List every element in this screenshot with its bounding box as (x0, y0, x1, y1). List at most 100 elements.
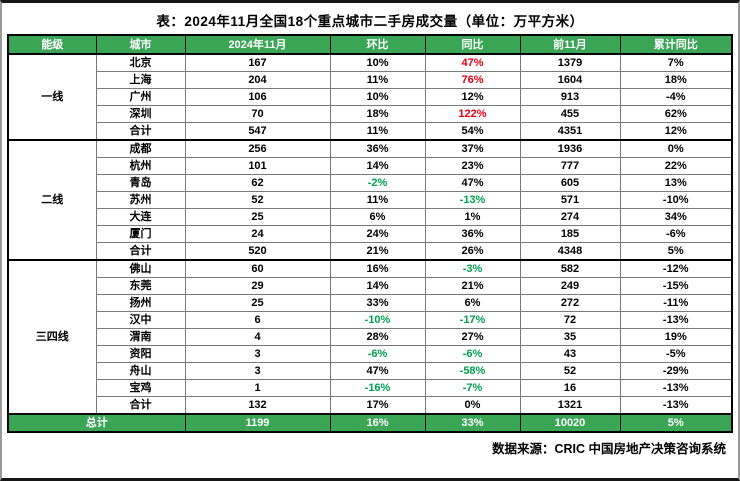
value-cell: 62 (184, 174, 331, 192)
value-cell: 122% (424, 105, 521, 123)
value-cell: 60 (184, 259, 331, 278)
column-header: 能级 (7, 34, 97, 55)
column-header: 环比 (329, 34, 426, 55)
value-cell: 571 (519, 191, 621, 209)
value-cell: 12% (619, 122, 733, 141)
value-cell: 0% (424, 396, 521, 415)
value-cell: 27% (424, 328, 521, 346)
value-cell: 52 (184, 191, 331, 209)
value-cell: 18% (329, 105, 426, 123)
value-cell: 33% (329, 294, 426, 312)
value-cell: -29% (619, 362, 733, 380)
value-cell: 1% (424, 208, 521, 226)
city-name: 扬州 (95, 294, 186, 312)
value-cell: 26% (424, 242, 521, 261)
value-cell: 272 (519, 294, 621, 312)
table-row: 三四线 佛山 60 16% -3% 582 -12% (7, 259, 733, 415)
value-cell: 62% (619, 105, 733, 123)
tier-cell: 二线 (7, 139, 97, 261)
data-source: 数据来源：CRIC 中国房地产决策咨询系统 (491, 442, 726, 456)
value-cell: 6% (329, 208, 426, 226)
table-row: 资阳 3 -6% -6% 43 -5% (8, 345, 733, 363)
city-name: 青岛 (95, 174, 186, 192)
value-cell: 204 (184, 71, 331, 89)
value-cell: -13% (619, 311, 733, 329)
group-total-row: 合计 547 11% 54% 4351 12% (8, 122, 733, 141)
city-name: 成都 (95, 139, 186, 158)
table-row: 杭州 101 14% 23% 777 22% (8, 157, 733, 175)
city-name: 宝鸡 (95, 379, 186, 397)
value-cell: 25 (184, 294, 331, 312)
grand-total-label: 总计 (7, 413, 186, 433)
value-cell: 19% (619, 328, 733, 346)
total-label: 合计 (95, 122, 186, 141)
value-cell: 1936 (519, 139, 621, 158)
value-cell: 1379 (519, 53, 621, 72)
value-cell: -2% (329, 174, 426, 192)
column-header: 2024年11月 (184, 34, 331, 55)
table-row: 广州 106 10% 12% 913 -4% (8, 88, 733, 106)
table-row: 深圳 70 18% 122% 455 62% (8, 105, 733, 123)
value-cell: 25 (184, 208, 331, 226)
data-table: 能级 城市 2024年11月 环比 同比 前11月 累计同比 一线 北京 167 10% 47% 13… (7, 34, 733, 433)
value-cell: -58% (424, 362, 521, 380)
value-cell: 5% (619, 242, 733, 261)
value-cell: 4351 (519, 122, 621, 141)
value-cell: 28% (329, 328, 426, 346)
value-cell: 1321 (519, 396, 621, 415)
value-cell: 10020 (519, 413, 621, 433)
value-cell: 52 (519, 362, 621, 380)
value-cell: 12% (424, 88, 521, 106)
value-cell: 70 (184, 105, 331, 123)
value-cell: 47% (424, 174, 521, 192)
city-name: 佛山 (95, 259, 186, 278)
table-row: 青岛 62 -2% 47% 605 13% (8, 174, 733, 192)
table-row: 大连 25 6% 1% 274 34% (8, 208, 733, 226)
value-cell: 76% (424, 71, 521, 89)
value-cell: 47% (424, 53, 521, 72)
value-cell: 274 (519, 208, 621, 226)
table-row: 上海 204 11% 76% 1604 18% (8, 71, 733, 89)
value-cell: -16% (329, 379, 426, 397)
table-row: 东莞 29 14% 21% 249 -15% (8, 277, 733, 295)
tier-cell: 一线 (7, 53, 97, 141)
value-cell: 185 (519, 225, 621, 243)
value-cell: -6% (329, 345, 426, 363)
value-cell: 101 (184, 157, 331, 175)
table-row: 汉中 6 -10% -17% 72 -13% (8, 311, 733, 329)
value-cell: 11% (329, 191, 426, 209)
value-cell: 11% (329, 122, 426, 141)
city-name: 深圳 (95, 105, 186, 123)
total-label: 合计 (95, 242, 186, 261)
value-cell: -13% (619, 396, 733, 415)
grand-total-row: 总计 1199 16% 33% 10020 5% (7, 413, 733, 433)
city-name: 广州 (95, 88, 186, 106)
table-row: 一线 北京 167 10% 47% 1379 7% (7, 53, 733, 141)
value-cell: -17% (424, 311, 521, 329)
value-cell: -11% (619, 294, 733, 312)
value-cell: 547 (184, 122, 331, 141)
table-row: 渭南 4 28% 27% 35 19% (8, 328, 733, 346)
value-cell: 3 (184, 362, 331, 380)
value-cell: 23% (424, 157, 521, 175)
city-name: 厦门 (95, 225, 186, 243)
value-cell: 17% (329, 396, 426, 415)
value-cell: 16% (329, 413, 426, 433)
value-cell: -13% (424, 191, 521, 209)
value-cell: -4% (619, 88, 733, 106)
value-cell: -3% (424, 259, 521, 278)
value-cell: 455 (519, 105, 621, 123)
value-cell: 11% (329, 71, 426, 89)
value-cell: 16 (519, 379, 621, 397)
city-name: 杭州 (95, 157, 186, 175)
value-cell: -10% (329, 311, 426, 329)
value-cell: 43 (519, 345, 621, 363)
city-name: 汉中 (95, 311, 186, 329)
table-title: 表：2024年11月全国18个重点城市二手房成交量（单位：万平方米） (156, 14, 584, 29)
value-cell: 33% (424, 413, 521, 433)
city-name: 资阳 (95, 345, 186, 363)
value-cell: -12% (619, 259, 733, 278)
value-cell: 34% (619, 208, 733, 226)
value-cell: 7% (619, 53, 733, 72)
